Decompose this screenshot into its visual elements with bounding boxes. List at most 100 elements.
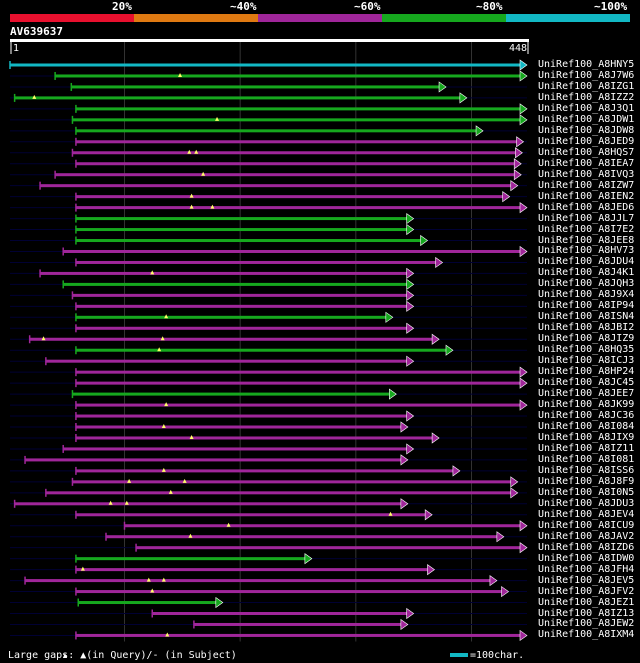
- hit-label[interactable]: UniRef100_A8JEV4: [538, 508, 635, 520]
- hit-label[interactable]: UniRef100_A8IZ13: [538, 607, 635, 619]
- hit-label[interactable]: UniRef100_A8JDW8: [538, 124, 635, 136]
- hit-label[interactable]: UniRef100_A8IZG1: [538, 80, 635, 92]
- hit-bar: [75, 239, 422, 243]
- hit-label[interactable]: UniRef100_A8JEZ1: [538, 596, 635, 608]
- hit-bar: [75, 403, 521, 407]
- query-gap-marker: [187, 149, 192, 154]
- hit-bar: [152, 612, 408, 615]
- hit-label[interactable]: UniRef100_A8J8F9: [538, 475, 635, 487]
- hit-label[interactable]: UniRef100_A8J3Q1: [538, 102, 635, 114]
- hit-end-arrow: [304, 553, 313, 565]
- hit-label[interactable]: UniRef100_A8IZZ2: [538, 91, 635, 103]
- footer-gap-icon: [63, 653, 67, 658]
- hit-label[interactable]: UniRef100_A8JDU3: [538, 497, 635, 509]
- hit-label[interactable]: UniRef100_A8IEA7: [538, 157, 635, 169]
- hit-label[interactable]: UniRef100_A8ISS6: [538, 464, 635, 476]
- hit-end-arrow: [519, 59, 528, 71]
- hit-label[interactable]: UniRef100_A8JEE7: [538, 388, 635, 400]
- hit-label[interactable]: UniRef100_A8JIX9: [538, 431, 635, 443]
- hit-label[interactable]: UniRef100_A8JED6: [538, 201, 635, 213]
- hit-label[interactable]: UniRef100_A8I0N5: [538, 486, 635, 498]
- hit-label[interactable]: UniRef100_A8JK99: [538, 399, 635, 411]
- legend-label-60: ~60%: [354, 0, 381, 13]
- hit-label[interactable]: UniRef100_A8HNY5: [538, 59, 635, 70]
- hit-bar: [40, 184, 512, 188]
- hit-label[interactable]: UniRef100_A8JQH3: [538, 278, 635, 290]
- hit-label[interactable]: UniRef100_A8IZW7: [538, 179, 635, 191]
- query-gap-marker: [194, 149, 199, 154]
- hit-label[interactable]: UniRef100_A8HQS7: [538, 146, 635, 158]
- hit-label[interactable]: UniRef100_A8HQ35: [538, 344, 635, 356]
- hit-label[interactable]: UniRef100_A8JC45: [538, 377, 635, 389]
- hit-end-arrow: [420, 234, 429, 247]
- query-gap-marker: [160, 336, 165, 341]
- hit-label[interactable]: UniRef100_A8JC36: [538, 410, 635, 422]
- hit-end-arrow: [406, 289, 415, 301]
- hit-bar: [75, 206, 521, 210]
- hit-bar: [45, 359, 408, 363]
- hit-label[interactable]: UniRef100_A8IXM4: [538, 629, 635, 641]
- hit-label[interactable]: UniRef100_A8JDW1: [538, 113, 635, 125]
- hit-label[interactable]: UniRef100_A8JED9: [538, 135, 635, 147]
- hit-label[interactable]: UniRef100_A8I7E2: [538, 223, 635, 235]
- hit-end-arrow: [406, 443, 415, 455]
- hit-label[interactable]: UniRef100_A8ICJ3: [538, 355, 635, 367]
- hit-end-arrow: [406, 355, 415, 367]
- hit-label[interactable]: UniRef100_A8IVQ3: [538, 168, 635, 180]
- hit-end-arrow: [519, 629, 528, 642]
- hit-label[interactable]: UniRef100_A8J7W6: [538, 69, 635, 81]
- legend-label-100: ~100%: [594, 0, 628, 13]
- hit-label[interactable]: UniRef100_A8JFH4: [538, 563, 635, 575]
- query-gap-marker: [164, 402, 169, 407]
- hit-bar: [71, 85, 441, 89]
- hit-end-arrow: [424, 509, 433, 521]
- hit-label[interactable]: UniRef100_A8HP24: [538, 366, 635, 378]
- hit-bar: [72, 392, 391, 396]
- hit-end-arrow: [406, 300, 415, 312]
- hit-bar: [75, 326, 408, 330]
- query-gap-marker: [150, 588, 155, 593]
- hit-label[interactable]: UniRef100_A8J4K1: [538, 267, 635, 279]
- hit-label[interactable]: UniRef100_A8JEE8: [538, 234, 635, 246]
- hit-label[interactable]: UniRef100_A8I084: [538, 421, 635, 432]
- hit-end-arrow: [431, 432, 440, 444]
- query-start: 1: [13, 43, 20, 54]
- hit-bar: [72, 293, 408, 297]
- hit-bar: [75, 425, 402, 429]
- legend-label-40: ~40%: [230, 0, 257, 13]
- query-ruler: [10, 39, 529, 42]
- hit-label[interactable]: UniRef100_A8JEV5: [538, 574, 635, 586]
- hit-label[interactable]: UniRef100_A8J9X4: [538, 289, 635, 301]
- hit-label[interactable]: UniRef100_A8JFV2: [538, 585, 635, 597]
- query-gap-marker: [41, 336, 46, 341]
- hit-end-arrow: [519, 114, 528, 126]
- hit-label[interactable]: UniRef100_A8IZD6: [538, 541, 635, 553]
- hit-label[interactable]: UniRef100_A8IEN2: [538, 190, 635, 202]
- query-gap-marker: [189, 434, 194, 439]
- hit-label[interactable]: UniRef100_A8JDU4: [538, 256, 635, 268]
- hit-bar: [75, 568, 429, 572]
- hit-label[interactable]: UniRef100_A8JIZ9: [538, 333, 635, 345]
- hit-label[interactable]: UniRef100_A8IP94: [538, 300, 635, 312]
- hit-label[interactable]: UniRef100_A8ISN4: [538, 311, 635, 323]
- hit-label[interactable]: UniRef100_A8ICU9: [538, 519, 635, 531]
- query-gap-marker: [161, 424, 166, 429]
- hit-label[interactable]: UniRef100_A8JBI2: [538, 322, 635, 334]
- legend-swatch-40: [134, 14, 258, 22]
- scale-label: =100char.: [470, 650, 525, 661]
- hit-label[interactable]: UniRef100_A8JJL7: [538, 212, 635, 224]
- hit-label[interactable]: UniRef100_A8IDW0: [538, 552, 635, 564]
- hit-label[interactable]: UniRef100_A8JEW2: [538, 618, 635, 630]
- hit-label[interactable]: UniRef100_A8JAV2: [538, 530, 635, 542]
- hit-end-arrow: [452, 465, 461, 477]
- query-gap-marker: [226, 522, 231, 527]
- hit-label[interactable]: UniRef100_A8IZ11: [538, 442, 635, 454]
- query-gap-marker: [189, 204, 194, 209]
- legend-label-20: 20%: [112, 0, 132, 13]
- hit-label[interactable]: UniRef100_A8HV73: [538, 245, 635, 257]
- query-gap-marker: [215, 116, 220, 121]
- hit-end-arrow: [519, 70, 528, 82]
- hit-label[interactable]: UniRef100_A8I081: [538, 453, 635, 465]
- hit-end-arrow: [215, 596, 224, 609]
- query-gap-marker: [388, 511, 393, 516]
